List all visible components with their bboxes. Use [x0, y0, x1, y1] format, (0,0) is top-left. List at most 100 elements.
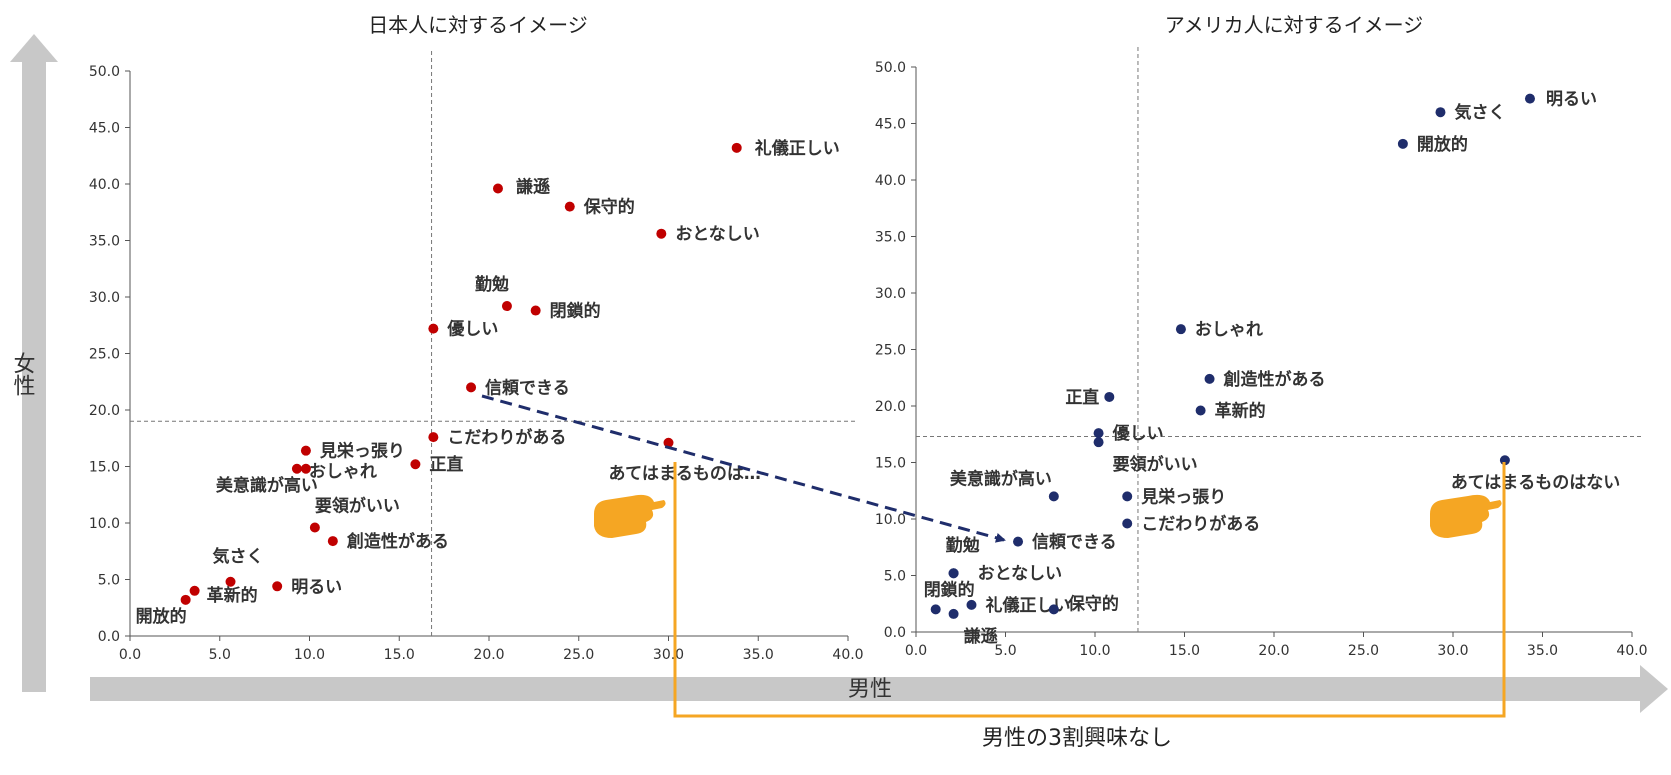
y-tick-label: 40.0: [89, 177, 120, 193]
data-point-label: おしゃれ: [309, 462, 377, 482]
data-point-label: 創造性がある: [1223, 369, 1326, 390]
x-tick-label: 30.0: [653, 647, 684, 663]
data-point: [966, 599, 977, 610]
data-point-label: 閉鎖的: [924, 579, 975, 600]
data-point: [428, 432, 439, 443]
y-tick-label: 35.0: [875, 230, 906, 246]
y-tick-label: 5.0: [884, 569, 906, 585]
data-point-label: 明るい: [1546, 90, 1597, 110]
data-point-label: あてはまるものはない: [1451, 473, 1620, 493]
data-point: [564, 201, 575, 212]
y-tick-label: 50.0: [89, 64, 120, 80]
data-point: [731, 142, 742, 153]
data-point-label: 開放的: [136, 606, 187, 627]
y-tick-label: 25.0: [89, 347, 120, 363]
x-tick-label: 15.0: [1169, 643, 1200, 659]
data-point: [1122, 491, 1133, 502]
data-point: [291, 463, 302, 474]
data-point: [1175, 324, 1186, 335]
x-tick-label: 40.0: [832, 647, 863, 663]
data-point: [466, 382, 477, 393]
data-point: [492, 183, 503, 194]
data-point: [530, 305, 541, 316]
y-tick-label: 0.0: [884, 625, 906, 641]
data-point: [1048, 604, 1059, 615]
data-point-label: 謙遜: [516, 177, 550, 198]
data-point: [300, 463, 311, 474]
data-point-label: 勤勉: [475, 274, 509, 295]
data-point-label: 創造性がある: [346, 531, 449, 552]
y-tick-label: 35.0: [89, 234, 120, 250]
data-point-label: 明るい: [291, 577, 342, 597]
data-point-label: 正直: [429, 454, 463, 475]
data-point-label: 礼儀正しい: [755, 138, 840, 159]
data-point: [1499, 455, 1510, 466]
big-x-arrow: [90, 665, 1668, 713]
callout-text: 男性の3割興味なし: [982, 726, 1172, 751]
chart-title: 日本人に対するイメージ: [368, 13, 588, 37]
y-axis-name: 女性: [10, 352, 36, 396]
y-tick-label: 10.0: [89, 516, 120, 532]
data-point-label: 優しい: [446, 319, 498, 340]
data-point-label: 美意識が高い: [216, 475, 318, 496]
y-tick-label: 0.0: [98, 629, 120, 645]
america-chart: アメリカ人に対するイメージ 0.0 5.0 10.0 15.0 20.0 25.0 30.0 3…: [875, 13, 1648, 659]
data-point-label: こだわりがある: [1141, 514, 1260, 535]
data-point: [1397, 138, 1408, 149]
pointing-hand-icon: [1430, 494, 1502, 538]
data-point: [300, 445, 311, 456]
data-point: [1048, 491, 1059, 502]
data-point-label: 見栄っ張り: [1140, 486, 1226, 507]
data-point-label: 気さく: [1453, 102, 1505, 123]
big-y-arrow: [10, 34, 58, 692]
data-point-label: 信頼できる: [1032, 532, 1117, 553]
data-point-label: 美意識が高い: [950, 468, 1052, 489]
y-tick-label: 45.0: [89, 121, 120, 137]
data-point-label: あてはまるものは…: [609, 464, 761, 484]
x-tick-label: 20.0: [1258, 643, 1289, 659]
x-tick-label: 10.0: [294, 647, 325, 663]
data-point: [501, 301, 512, 312]
y-tick-label: 50.0: [875, 60, 906, 76]
data-point: [1013, 536, 1024, 547]
x-tick-label: 30.0: [1437, 643, 1468, 659]
y-tick-label: 15.0: [875, 456, 906, 472]
data-point-label: 革新的: [207, 585, 258, 606]
data-point-label: 見栄っ張り: [319, 441, 405, 462]
data-point: [189, 585, 200, 596]
chart-title: アメリカ人に対するイメージ: [1165, 13, 1424, 37]
data-point-label: 正直: [1065, 387, 1099, 408]
x-tick-label: 0.0: [905, 643, 927, 659]
data-point: [1122, 518, 1133, 529]
data-point-label: 信頼できる: [485, 377, 570, 398]
data-point-label: 優しい: [1112, 423, 1164, 444]
data-point-label: 礼儀正しい: [985, 595, 1070, 616]
y-tick-label: 30.0: [89, 290, 120, 306]
data-point: [948, 568, 959, 579]
data-point-label: 気さく: [212, 546, 264, 567]
data-point: [948, 608, 959, 619]
x-tick-label: 35.0: [1527, 643, 1558, 659]
y-tick-label: 10.0: [875, 512, 906, 528]
data-point: [1093, 428, 1104, 439]
x-tick-label: 20.0: [473, 647, 504, 663]
none-comparison-bracket: [673, 462, 1506, 718]
data-point: [1524, 93, 1535, 104]
x-tick-label: 40.0: [1616, 643, 1647, 659]
data-point: [930, 604, 941, 615]
y-tick-label: 45.0: [875, 117, 906, 133]
trust-comparison-arrow: [481, 394, 1006, 543]
y-tick-label: 20.0: [875, 399, 906, 415]
data-point: [180, 594, 191, 605]
data-point-label: 要領がいい: [315, 496, 400, 517]
data-point-label: 革新的: [1215, 401, 1266, 422]
data-point-label: 保守的: [1067, 593, 1119, 614]
data-point: [327, 536, 338, 547]
x-tick-label: 15.0: [384, 647, 415, 663]
x-tick-label: 25.0: [563, 647, 594, 663]
data-point: [1093, 437, 1104, 448]
data-point-label: こだわりがある: [447, 427, 566, 448]
x-tick-label: 25.0: [1348, 643, 1379, 659]
